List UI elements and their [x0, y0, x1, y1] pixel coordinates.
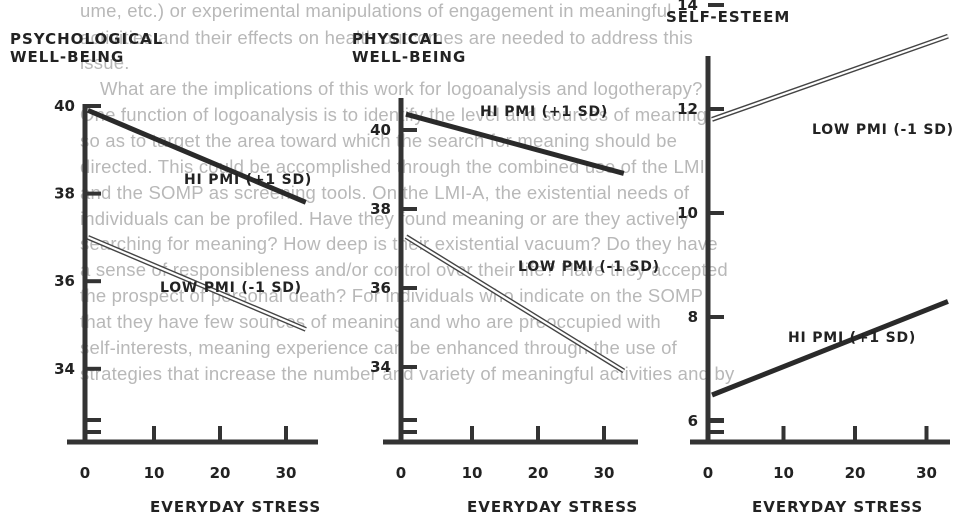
- x-tick-label: 30: [276, 464, 297, 482]
- y-tick-label: 40: [370, 121, 391, 139]
- x-axis-label: EVERYDAY STRESS: [752, 498, 923, 516]
- y-tick-label: 12: [677, 100, 698, 118]
- series-label: LOW PMI (-1 SD): [160, 280, 302, 296]
- y-tick-label: 36: [54, 272, 75, 290]
- y-tick-label: 36: [370, 279, 391, 297]
- series-line-hi-pmi: [405, 111, 625, 176]
- x-tick-label: 10: [144, 464, 165, 482]
- series-line-low-pmi: [404, 234, 626, 374]
- background-text-line: issue.: [80, 52, 130, 73]
- x-tick-label: 30: [594, 464, 615, 482]
- series-line-low-pmi-fill: [711, 35, 949, 121]
- series-line-low-pmi: [87, 235, 307, 332]
- chart-title: PSYCHOLOGICAL: [10, 30, 163, 48]
- chart-title: WELL-BEING: [10, 48, 124, 66]
- series-line-low-pmi-fill: [87, 236, 307, 331]
- y-tick-label: 40: [54, 97, 75, 115]
- series-label: HI PMI (+1 SD): [788, 330, 916, 346]
- chart-title: PHYSICAL: [352, 30, 443, 48]
- series-label: LOW PMI (-1 SD): [812, 122, 954, 138]
- series-line-hi-pmi: [711, 299, 949, 398]
- series-label: HI PMI (+1 SD): [480, 104, 608, 120]
- x-tick-label: 20: [845, 464, 866, 482]
- y-tick-label: 38: [54, 185, 75, 203]
- series-label: LOW PMI (-1 SD): [518, 259, 660, 275]
- x-tick-label: 20: [210, 464, 231, 482]
- x-tick-label: 0: [80, 464, 90, 482]
- y-tick-label: 38: [370, 200, 391, 218]
- x-tick-label: 10: [773, 464, 794, 482]
- y-tick-label: 34: [54, 360, 75, 378]
- chart-title: SELF-ESTEEM: [666, 8, 790, 26]
- series-line-low-pmi: [711, 33, 949, 122]
- y-tick-label: 10: [677, 204, 698, 222]
- x-tick-label: 0: [703, 464, 713, 482]
- series-line-low-pmi-fill: [405, 235, 625, 372]
- background-text-line: What are the implications of this work f…: [100, 78, 703, 99]
- y-tick-label: 14: [677, 0, 698, 14]
- background-text-line: self-interests, meaning experience can b…: [80, 337, 677, 358]
- background-text-line: strategies that increase the number and …: [80, 363, 735, 384]
- x-tick-label: 0: [396, 464, 406, 482]
- x-tick-label: 20: [528, 464, 549, 482]
- background-text-line: One function of logoanalysis is to ident…: [80, 104, 708, 125]
- x-axis-label: EVERYDAY STRESS: [467, 498, 638, 516]
- series-line-hi-pmi: [87, 108, 307, 205]
- background-text-line: and the SOMP as screening tools. On the …: [80, 182, 690, 203]
- chart-title: WELL-BEING: [352, 48, 466, 66]
- y-tick-label: 6: [688, 412, 698, 430]
- x-axis-label: EVERYDAY STRESS: [150, 498, 321, 516]
- series-label: HI PMI (+1 SD): [184, 172, 312, 188]
- background-text-line: activities and their effects on health o…: [80, 27, 693, 48]
- background-text-line: a sense of responsibleness and/or contro…: [80, 259, 728, 280]
- background-text-line: individuals can be profiled. Have they f…: [80, 208, 690, 229]
- x-tick-label: 30: [916, 464, 937, 482]
- self-esteem-panel: SELF-ESTEEM 6 8 10 12 14 0 10 20 30 EVERYDAY STRES…: [666, 0, 954, 516]
- y-tick-label: 34: [370, 358, 391, 376]
- x-tick-label: 10: [462, 464, 483, 482]
- y-tick-label: 8: [688, 308, 698, 326]
- background-text-line: that they have few sources of meaning an…: [80, 311, 661, 332]
- background-text-line: ume, etc.) or experimental manipulations…: [80, 0, 672, 21]
